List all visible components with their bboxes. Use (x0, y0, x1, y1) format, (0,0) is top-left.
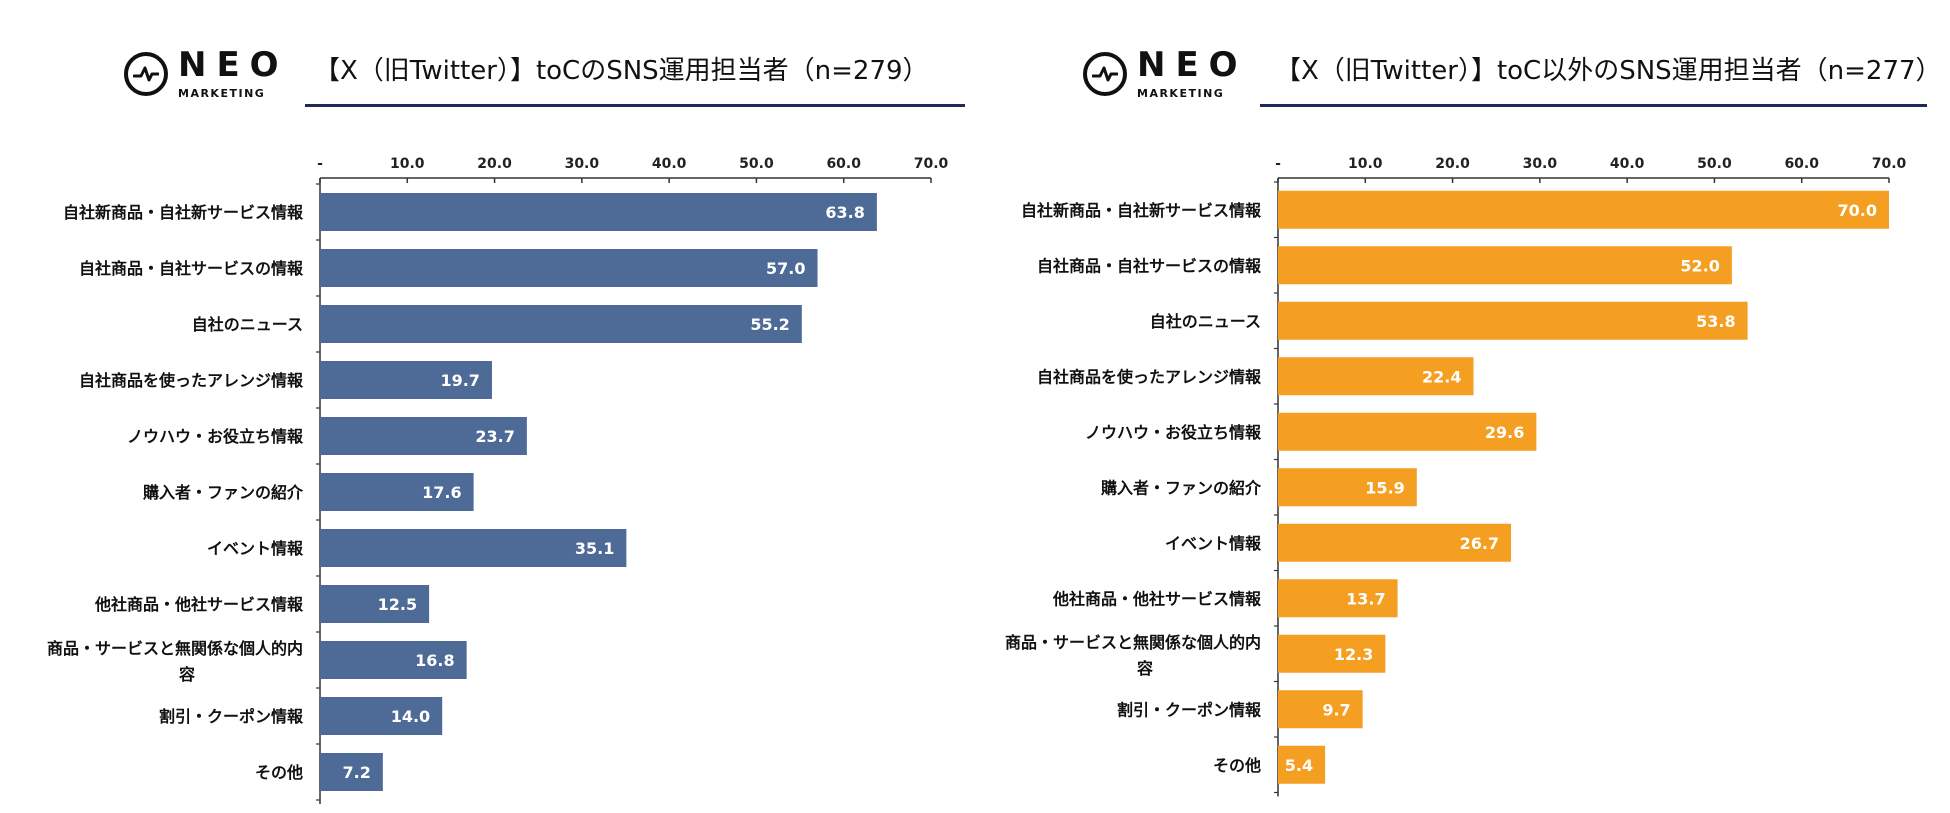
category-label: 自社商品を使ったアレンジ情報 (79, 371, 304, 390)
category-label: イベント情報 (207, 539, 304, 558)
bar-value-label: 14.0 (391, 707, 430, 726)
logo-word: NEO (178, 45, 289, 85)
bar-value-label: 19.7 (440, 371, 479, 390)
bar (1278, 579, 1398, 618)
category-label: 商品・サービスと無関係な個人的内容 (47, 639, 303, 684)
category-label: 割引・クーポン情報 (1117, 700, 1262, 719)
bar-value-label: 70.0 (1838, 201, 1877, 220)
bar (320, 305, 802, 343)
bar (320, 697, 443, 735)
x-tick-label: 20.0 (1435, 156, 1470, 172)
x-tick-label: 10.0 (390, 156, 425, 172)
x-tick-label: 40.0 (1610, 156, 1645, 172)
category-label: 他社商品・他社サービス情報 (94, 595, 304, 614)
bar (1278, 190, 1889, 229)
category-label: その他 (1213, 756, 1261, 775)
bar (320, 753, 383, 791)
bar (320, 641, 467, 679)
bar-value-label: 9.7 (1322, 700, 1350, 719)
title-underline-right (1260, 104, 1927, 107)
bar-value-label: 15.9 (1365, 478, 1404, 497)
bar (1278, 745, 1326, 784)
x-tick-label: 50.0 (1697, 156, 1732, 172)
x-tick-label: - (1275, 156, 1281, 172)
bar-value-label: 57.0 (766, 259, 805, 278)
x-tick-label: 70.0 (914, 156, 949, 172)
category-label: イベント情報 (1165, 534, 1262, 553)
bar-value-label: 16.8 (415, 651, 454, 670)
category-label: 自社商品・自社サービスの情報 (79, 259, 304, 278)
logo-subtitle: MARKETING (1137, 87, 1225, 100)
bar-value-label: 35.1 (575, 539, 614, 558)
neo-marketing-logo: NEO MARKETING (124, 48, 289, 99)
bar-value-label: 26.7 (1460, 534, 1499, 553)
category-label: 自社のニュース (1150, 312, 1261, 331)
bar-value-label: 52.0 (1680, 256, 1719, 275)
chart-title-left: 【X（旧Twitter）】toCのSNS運用担当者（n=279） (314, 56, 929, 86)
category-label: 自社商品・自社サービスの情報 (1037, 256, 1262, 275)
category-label: ノウハウ・お役立ち情報 (127, 427, 304, 446)
bar (1278, 301, 1748, 340)
bar (1278, 468, 1417, 507)
chart-panel-right: NEO MARKETING 【X（旧Twitter）】toC以外のSNS運用担当… (975, 0, 1950, 813)
bar-value-label: 5.4 (1285, 756, 1313, 775)
bar-value-label: 53.8 (1696, 312, 1735, 331)
chart-panel-left: NEO MARKETING 【X（旧Twitter）】toCのSNS運用担当者（… (47, 48, 965, 804)
category-label: 割引・クーポン情報 (159, 707, 304, 726)
bar (320, 193, 877, 231)
x-tick-label: 10.0 (1348, 156, 1383, 172)
bar-value-label: 22.4 (1422, 367, 1461, 386)
bar (320, 473, 474, 511)
logo-subtitle: MARKETING (178, 87, 266, 100)
bar-value-label: 12.5 (378, 595, 417, 614)
category-label: 自社のニュース (192, 315, 303, 334)
bar (1278, 246, 1732, 285)
bar (320, 417, 527, 455)
category-label: 購入者・ファンの紹介 (1100, 478, 1262, 497)
x-tick-label: 30.0 (565, 156, 600, 172)
bar-chart-left: - 10.0 20.0 30.0 40.0 50.0 60.0 70.0 63.8 自社新商品・自… (47, 156, 949, 804)
x-tick-label: 20.0 (477, 156, 512, 172)
x-tick-label: 60.0 (1784, 156, 1819, 172)
bar (320, 361, 492, 399)
x-tick-label: 70.0 (1872, 156, 1907, 172)
bar-chart-right: - 10.0 20.0 30.0 40.0 50.0 60.0 70.0 70.0 自社新商品・自… (1005, 156, 1907, 797)
bar-value-label: 23.7 (475, 427, 514, 446)
bar (320, 529, 627, 567)
x-tick-label: 30.0 (1523, 156, 1558, 172)
category-label: 自社新商品・自社新サービス情報 (63, 203, 304, 222)
x-tick-label: 50.0 (739, 156, 774, 172)
category-label: 自社商品を使ったアレンジ情報 (1037, 367, 1262, 386)
bar-value-label: 17.6 (422, 483, 461, 502)
bar (1278, 523, 1512, 562)
bar-value-label: 55.2 (750, 315, 789, 334)
category-label: 他社商品・他社サービス情報 (1052, 589, 1262, 608)
logo-pulse-icon (124, 51, 168, 96)
bar (320, 585, 430, 623)
bar-value-label: 13.7 (1346, 589, 1385, 608)
bar (1278, 690, 1363, 729)
category-label: ノウハウ・お役立ち情報 (1085, 423, 1262, 442)
category-label: 商品・サービスと無関係な個人的内容 (1005, 633, 1261, 678)
neo-marketing-logo: NEO MARKETING (1083, 48, 1248, 99)
x-tick-label: 40.0 (652, 156, 687, 172)
bar-value-label: 29.6 (1485, 423, 1524, 442)
x-tick-label: - (317, 156, 323, 172)
category-label: 自社新商品・自社新サービス情報 (1021, 201, 1262, 220)
logo-pulse-icon (1083, 51, 1127, 96)
bar (1278, 412, 1537, 451)
bar (1278, 357, 1474, 396)
bar-value-label: 7.2 (343, 763, 371, 782)
logo-word: NEO (1137, 45, 1248, 85)
title-underline-left (305, 104, 965, 107)
bar-value-label: 63.8 (825, 203, 864, 222)
bar-value-label: 12.3 (1334, 645, 1373, 664)
category-label: その他 (255, 763, 303, 782)
bar (1278, 634, 1386, 673)
x-tick-label: 60.0 (826, 156, 861, 172)
bar (320, 249, 818, 287)
category-label: 購入者・ファンの紹介 (142, 483, 304, 502)
chart-title-right: 【X（旧Twitter）】toC以外のSNS運用担当者（n=277） (1275, 56, 1942, 86)
